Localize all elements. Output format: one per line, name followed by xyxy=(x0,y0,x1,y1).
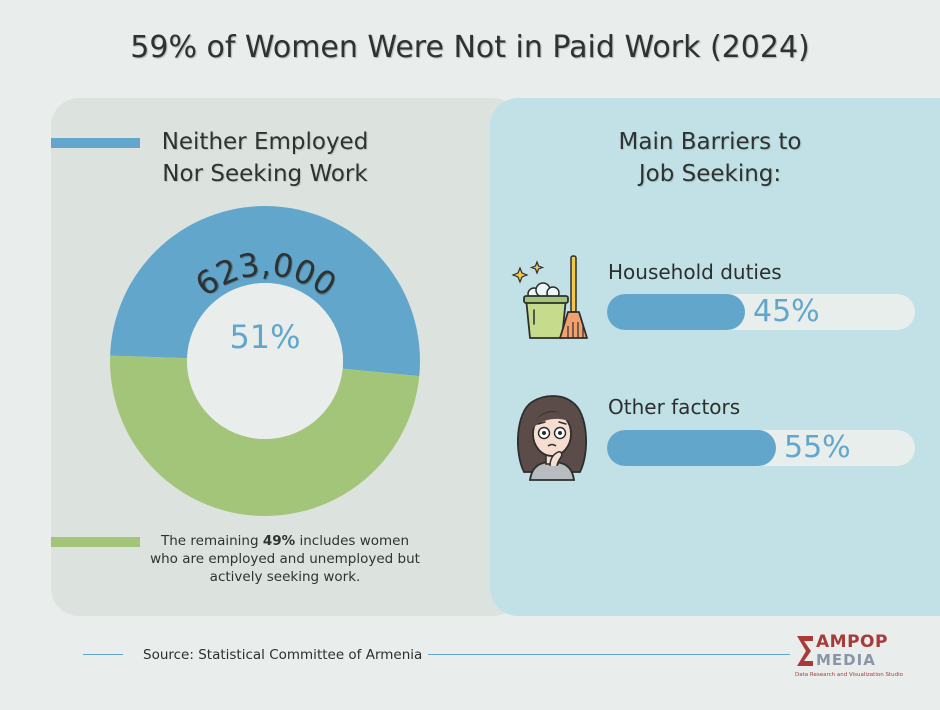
logo-tagline: Data Research and Visualization Studio xyxy=(795,672,903,678)
worried-woman-icon xyxy=(516,395,588,481)
left-heading-line1: Neither Employed xyxy=(161,129,369,155)
right-panel xyxy=(490,98,940,616)
left-heading-line2: Nor Seeking Work xyxy=(162,161,368,187)
donut-slice-2 xyxy=(110,355,420,516)
right-heading-line2: Job Seeking: xyxy=(638,161,782,187)
barrier-label-other: Other factors xyxy=(608,395,741,419)
donut-count-label: 623,000 xyxy=(189,245,343,304)
barrier-label-household: Household duties xyxy=(608,260,782,284)
legend-swatch-blue xyxy=(51,138,140,148)
source-divider-left xyxy=(83,654,123,655)
bar-track-household: 45% xyxy=(607,294,915,330)
legend-swatch-green xyxy=(51,537,140,547)
right-heading-line1: Main Barriers to xyxy=(618,129,802,155)
right-heading: Main Barriers to Job Seeking: xyxy=(600,126,820,190)
bar-value-other: 55% xyxy=(784,430,851,465)
left-heading: Neither Employed Nor Seeking Work xyxy=(140,126,390,190)
svg-text:623,000: 623,000 xyxy=(189,245,343,304)
donut-chart xyxy=(110,206,420,516)
note-suffix: includes women who are employed and unem… xyxy=(150,533,420,585)
logo-sigma-icon xyxy=(797,636,813,666)
bar-fill-other xyxy=(607,430,776,466)
donut-hole xyxy=(187,283,343,439)
remaining-note: The remaining 49% includes women who are… xyxy=(145,532,425,586)
page-title: 59% of Women Were Not in Paid Work (2024… xyxy=(130,30,810,65)
logo-word2: MEDIA xyxy=(816,651,876,669)
bar-track-other: 55% xyxy=(607,430,915,466)
donut-count-label-wrap: 623,000 xyxy=(189,245,343,304)
ampop-media-logo: AMPOP MEDIA Data Research and Visualizat… xyxy=(793,632,908,682)
donut-slice-1 xyxy=(110,206,420,377)
source-divider-right xyxy=(428,654,790,655)
source-text: Source: Statistical Committee of Armenia xyxy=(143,647,423,663)
logo-word1: AMPOP xyxy=(816,632,888,652)
cleaning-bucket-broom-icon xyxy=(511,255,588,339)
donut-center-label: 51% xyxy=(229,318,301,356)
note-prefix: The remaining xyxy=(160,533,263,549)
bar-fill-household xyxy=(607,294,745,330)
note-bold: 49% xyxy=(262,533,296,549)
bar-value-household: 45% xyxy=(753,294,820,329)
